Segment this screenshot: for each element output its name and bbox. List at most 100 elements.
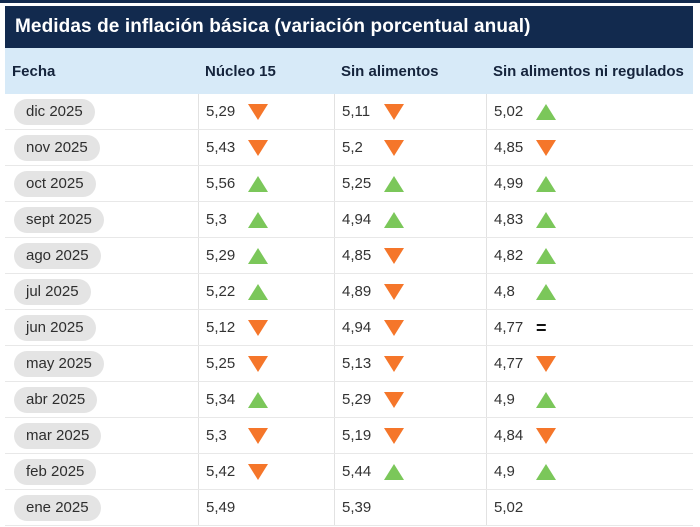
trend-down-icon [384,283,404,300]
date-pill: oct 2025 [14,170,96,197]
value-cell: 5,43 [198,130,334,165]
table-row: jun 2025 5,12 4,94 4,77 = [5,310,693,346]
value-cell: 5,42 [198,454,334,489]
date-pill: ago 2025 [14,242,101,269]
value-text: 5,43 [206,139,236,156]
value-text: 5,25 [342,175,372,192]
trend-down-icon [536,427,556,444]
column-header-nucleo-15: Núcleo 15 [205,62,276,80]
value-cell: 4,77 [486,346,693,381]
value-text: 4,94 [342,211,372,228]
value-cell: 4,9 [486,454,693,489]
table-row: mar 2025 5,3 5,19 4,84 [5,418,693,454]
table-row: feb 2025 5,42 5,44 4,9 [5,454,693,490]
trend-down-icon [536,139,556,156]
value-text: 5,02 [494,103,524,120]
table-row: ago 2025 5,29 4,85 4,82 [5,238,693,274]
value-text: 4,82 [494,247,524,264]
value-text: 5,3 [206,427,227,444]
value-cell: 5,11 [334,94,486,129]
trend-down-icon [384,139,404,156]
value-cell: 4,84 [486,418,693,453]
widget-title-bar: Medidas de inflación básica (variación p… [5,6,693,48]
date-pill: ene 2025 [14,494,101,521]
value-cell: 4,85 [486,130,693,165]
value-text: 4,84 [494,427,524,444]
date-pill: sept 2025 [14,206,104,233]
value-text: 4,94 [342,319,372,336]
value-text: 5,44 [342,463,372,480]
value-cell: 4,77 = [486,310,693,345]
fecha-cell: mar 2025 [5,418,198,453]
table-column-header-row: Fecha Núcleo 15 Sin alimentos Sin alimen… [5,48,693,94]
value-cell: 4,99 [486,166,693,201]
value-cell: 5,29 [334,382,486,417]
trend-up-icon [536,391,556,408]
table-body: dic 2025 5,29 5,11 5,02 nov 2025 5,43 5,2 4,85 o… [5,94,693,526]
value-cell: 4,82 [486,238,693,273]
value-cell: 4,89 [334,274,486,309]
trend-up-icon [536,175,556,192]
value-text: 5,29 [342,391,372,408]
value-text: 5,34 [206,391,236,408]
trend-up-icon [384,175,404,192]
value-text: 5,49 [206,499,236,516]
trend-down-icon [248,355,268,372]
trend-down-icon [248,103,268,120]
table-row: dic 2025 5,29 5,11 5,02 [5,94,693,130]
value-cell: 5,3 [198,202,334,237]
value-text: 5,39 [342,499,372,516]
column-header-fecha: Fecha [12,62,56,80]
value-text: 4,9 [494,391,515,408]
value-cell: 5,12 [198,310,334,345]
fecha-cell: may 2025 [5,346,198,381]
value-cell: 4,94 [334,202,486,237]
trend-up-icon [384,463,404,480]
value-cell: 4,85 [334,238,486,273]
value-cell: 4,83 [486,202,693,237]
fecha-cell: jul 2025 [5,274,198,309]
value-text: 5,3 [206,211,227,228]
value-cell: 5,13 [334,346,486,381]
value-cell: 5,3 [198,418,334,453]
date-pill: abr 2025 [14,386,98,413]
value-text: 4,85 [342,247,372,264]
trend-up-icon [248,391,268,408]
trend-down-icon [384,427,404,444]
value-text: 5,56 [206,175,236,192]
trend-up-icon [248,283,268,300]
value-text: 4,77 [494,319,524,336]
trend-down-icon [384,355,404,372]
trend-up-icon [536,211,556,228]
table-row: may 2025 5,25 5,13 4,77 [5,346,693,382]
table-row: oct 2025 5,56 5,25 4,99 [5,166,693,202]
value-text: 5,22 [206,283,236,300]
column-header-sin-alimentos-ni-regulados: Sin alimentos ni regulados [493,62,684,80]
value-cell: 5,39 [334,490,486,525]
date-pill: may 2025 [14,350,104,377]
trend-up-icon [536,463,556,480]
value-cell: 5,02 [486,94,693,129]
value-cell: 4,9 [486,382,693,417]
trend-down-icon [384,319,404,336]
trend-down-icon [536,355,556,372]
value-cell: 5,25 [334,166,486,201]
trend-down-icon [248,139,268,156]
trend-up-icon [248,247,268,264]
value-cell: 5,02 [486,490,693,525]
value-text: 5,19 [342,427,372,444]
trend-up-icon [384,211,404,228]
value-text: 5,13 [342,355,372,372]
top-border-strip [0,0,700,3]
value-cell: 5,19 [334,418,486,453]
value-text: 5,12 [206,319,236,336]
value-text: 4,83 [494,211,524,228]
value-text: 5,02 [494,499,524,516]
trend-up-icon [536,103,556,120]
trend-up-icon [536,283,556,300]
value-cell: 5,29 [198,94,334,129]
trend-equal-icon: = [536,317,547,338]
date-pill: dic 2025 [14,98,95,125]
trend-up-icon [536,247,556,264]
